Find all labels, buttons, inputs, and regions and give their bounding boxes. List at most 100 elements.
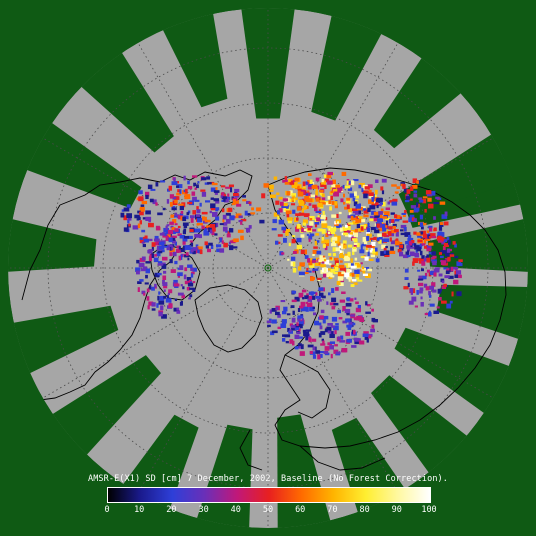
- snow-depth-cell: [297, 206, 302, 211]
- snow-depth-cell: [299, 336, 303, 339]
- snow-depth-cell: [350, 265, 356, 269]
- snow-depth-cell: [162, 262, 166, 266]
- snow-depth-cell: [367, 268, 372, 272]
- snow-depth-cell: [369, 249, 373, 253]
- snow-depth-cell: [342, 232, 349, 236]
- snow-depth-cell: [169, 259, 173, 264]
- swath-gap: [277, 414, 336, 528]
- snow-depth-cell: [156, 273, 160, 278]
- snow-depth-cell: [176, 307, 179, 310]
- snow-depth-cell: [340, 267, 346, 271]
- snow-depth-cell: [165, 298, 172, 303]
- snow-depth-cell: [278, 208, 283, 213]
- snow-depth-cell: [376, 203, 382, 207]
- snow-depth-cell: [297, 317, 301, 322]
- snow-depth-cell: [422, 275, 427, 280]
- snow-depth-cell: [189, 287, 195, 290]
- snow-depth-cell: [306, 233, 309, 236]
- snow-depth-cell: [184, 280, 190, 285]
- snow-depth-cell: [301, 318, 304, 324]
- snow-depth-cell: [381, 178, 387, 183]
- snow-depth-cell: [290, 324, 296, 329]
- snow-depth-cell: [286, 191, 291, 196]
- snow-depth-cell: [183, 274, 187, 280]
- snow-depth-cell: [220, 185, 226, 188]
- snow-depth-cell: [387, 201, 390, 205]
- snow-depth-cell: [210, 244, 214, 249]
- snow-depth-cell: [277, 326, 282, 329]
- snow-depth-cell: [414, 252, 420, 258]
- snow-depth-cell: [318, 260, 321, 265]
- snow-depth-cell: [174, 228, 179, 232]
- snow-depth-cell: [350, 230, 356, 233]
- snow-depth-cell: [142, 236, 147, 241]
- snow-depth-cell: [373, 216, 378, 222]
- snow-depth-cell: [420, 296, 423, 300]
- snow-depth-cell: [309, 350, 313, 354]
- snow-depth-cell: [160, 180, 166, 183]
- snow-depth-cell: [403, 286, 409, 290]
- snow-depth-cell: [346, 225, 351, 231]
- snow-depth-cell: [335, 235, 341, 241]
- snow-depth-cell: [456, 262, 463, 267]
- snow-depth-cell: [292, 251, 297, 254]
- snow-depth-cell: [240, 218, 247, 222]
- snow-depth-cell: [405, 251, 408, 255]
- snow-depth-cell: [350, 232, 354, 235]
- snow-depth-cell: [298, 212, 305, 216]
- snow-depth-cell: [454, 243, 457, 248]
- snow-depth-cell: [211, 230, 215, 236]
- snow-depth-cell: [376, 197, 383, 202]
- snow-depth-cell: [160, 305, 164, 311]
- snow-depth-cell: [196, 223, 199, 226]
- snow-depth-cell: [353, 179, 359, 182]
- snow-depth-cell: [231, 202, 236, 206]
- snow-depth-cell: [321, 229, 326, 234]
- snow-depth-cell: [351, 322, 356, 326]
- snow-depth-cell: [344, 272, 350, 278]
- snow-depth-cell: [324, 246, 328, 251]
- snow-depth-cell: [169, 252, 172, 257]
- snow-depth-cell: [362, 333, 369, 337]
- snow-depth-cell: [444, 221, 449, 226]
- snow-depth-cell: [365, 311, 371, 314]
- snow-depth-cell: [403, 227, 407, 232]
- snow-depth-cell: [339, 340, 346, 343]
- meridian-line: [137, 42, 269, 269]
- snow-depth-cell: [308, 260, 313, 266]
- snow-depth-cell: [186, 252, 189, 256]
- snow-depth-cell: [228, 184, 234, 188]
- snow-depth-cell: [196, 249, 203, 253]
- snow-depth-cell: [363, 331, 369, 334]
- snow-depth-cell: [416, 202, 419, 208]
- snow-depth-cell: [294, 346, 299, 350]
- snow-depth-cell: [303, 205, 307, 209]
- snow-depth-cell: [412, 185, 418, 189]
- colorbar-tick-label: 20: [166, 505, 177, 515]
- snow-depth-cell: [187, 257, 190, 261]
- snow-depth-cell: [424, 245, 427, 249]
- snow-depth-cell: [292, 198, 295, 201]
- snow-depth-cell: [319, 325, 323, 330]
- coastline-europe: [239, 429, 386, 471]
- snow-depth-cell: [157, 295, 160, 301]
- snow-depth-cell: [373, 211, 379, 216]
- snow-depth-cell: [273, 212, 279, 217]
- snow-depth-cell: [178, 246, 181, 250]
- snow-depth-cell: [163, 295, 166, 299]
- snow-depth-cell: [229, 245, 234, 251]
- snow-depth-cell: [315, 194, 318, 200]
- snow-depth-cell: [215, 187, 218, 190]
- snow-depth-cell: [339, 299, 345, 303]
- snow-depth-cell: [141, 256, 146, 261]
- snow-depth-cell: [444, 211, 448, 216]
- snow-depth-cell: [322, 211, 325, 216]
- snow-depth-cell: [223, 222, 228, 226]
- snow-depth-cell: [341, 271, 346, 275]
- snow-depth-cell: [197, 218, 203, 223]
- snow-depth-cell: [225, 186, 231, 189]
- snow-depth-cell: [269, 189, 274, 192]
- snow-depth-cell: [407, 198, 413, 201]
- snow-depth-cell: [138, 190, 143, 195]
- snow-depth-cell: [202, 216, 207, 220]
